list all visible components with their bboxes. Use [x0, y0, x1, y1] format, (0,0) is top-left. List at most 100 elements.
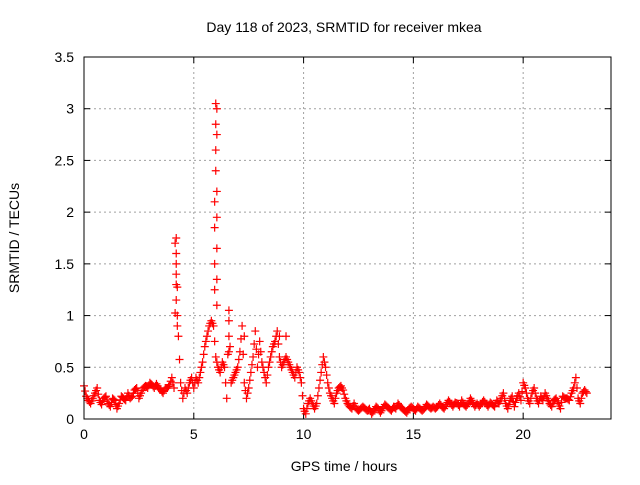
data-point	[204, 327, 213, 336]
data-point	[245, 376, 254, 385]
data-point	[196, 368, 205, 377]
data-point	[577, 394, 586, 403]
data-point	[252, 345, 261, 354]
data-point	[178, 394, 187, 403]
plot-frame	[83, 56, 612, 420]
y-tick-label: 1	[66, 308, 74, 324]
data-point	[320, 358, 329, 367]
data-point	[314, 383, 323, 392]
data-point	[295, 368, 304, 377]
data-point	[211, 120, 220, 129]
data-point	[570, 378, 579, 387]
data-point	[93, 383, 102, 392]
data-point	[115, 399, 124, 408]
data-point	[525, 399, 534, 408]
data-point	[183, 389, 192, 398]
data-point	[316, 376, 325, 385]
data-point	[514, 389, 523, 398]
x-tick-label: 20	[515, 426, 531, 442]
x-tick-label: 0	[80, 426, 88, 442]
data-point	[521, 383, 530, 392]
data-point	[531, 389, 540, 398]
data-point	[499, 389, 508, 398]
data-point	[212, 275, 221, 284]
data-point	[298, 391, 307, 400]
data-point	[172, 249, 181, 258]
data-point	[516, 396, 525, 405]
data-point	[566, 392, 575, 401]
data-point	[267, 347, 276, 356]
data-point	[301, 409, 310, 418]
data-point	[265, 358, 274, 367]
data-point	[321, 363, 330, 372]
grid	[84, 57, 611, 419]
data-point	[173, 321, 182, 330]
x-tick-label: 5	[190, 426, 198, 442]
data-point	[244, 383, 253, 392]
data-point	[209, 321, 218, 330]
data-point	[194, 378, 203, 387]
data-point	[224, 347, 233, 356]
data-point	[170, 383, 179, 392]
data-point	[323, 378, 332, 387]
data-point	[168, 378, 177, 387]
data-point	[198, 358, 207, 367]
data-point	[511, 398, 520, 407]
data-point	[264, 363, 273, 372]
data-point	[273, 327, 282, 336]
y-tick-label: 3.5	[55, 49, 75, 65]
data-point	[210, 197, 219, 206]
x-tick-label: 15	[406, 426, 422, 442]
data-point	[172, 259, 181, 268]
data-point	[224, 306, 233, 315]
data-point	[250, 340, 259, 349]
data-point	[94, 390, 103, 399]
data-point	[175, 355, 184, 364]
data-point	[164, 382, 173, 391]
data-point	[211, 352, 220, 361]
data-point	[174, 332, 183, 341]
data-point	[167, 373, 176, 382]
data-point	[106, 402, 115, 411]
data-point	[121, 396, 130, 405]
data-point	[131, 385, 140, 394]
y-tick-label: 0.5	[55, 359, 75, 375]
data-point	[510, 402, 519, 411]
data-points	[80, 99, 591, 418]
ticks: 0 5 10 15 20 0 0.5 1 1.5 2 2.5 3 3.5	[55, 49, 611, 442]
data-point	[101, 392, 110, 401]
data-point	[504, 400, 513, 409]
data-point	[256, 347, 265, 356]
data-point	[312, 399, 321, 408]
data-point	[534, 399, 543, 408]
data-point	[222, 394, 231, 403]
data-point	[266, 352, 275, 361]
y-tick-label: 2.5	[55, 152, 75, 168]
data-point	[249, 352, 258, 361]
data-point	[240, 332, 249, 341]
x-axis-label: GPS time / hours	[291, 458, 398, 474]
data-point	[263, 371, 272, 380]
data-point	[296, 373, 305, 382]
data-point	[247, 360, 256, 369]
data-point	[297, 378, 306, 387]
data-point	[324, 383, 333, 392]
data-point	[251, 327, 260, 336]
data-point	[176, 378, 185, 387]
data-point	[340, 390, 349, 399]
data-point	[202, 332, 211, 341]
data-point	[556, 404, 565, 413]
data-point	[201, 337, 210, 346]
data-point	[226, 342, 235, 351]
data-point	[302, 404, 311, 413]
data-point	[199, 350, 208, 359]
data-point	[210, 223, 219, 232]
data-point	[211, 99, 220, 108]
data-point	[257, 358, 266, 367]
data-point	[582, 389, 591, 398]
data-point	[274, 340, 283, 349]
y-axis-label: SRMTID / TECUs	[6, 183, 22, 293]
data-point	[172, 270, 181, 279]
y-tick-label: 3	[66, 101, 74, 117]
